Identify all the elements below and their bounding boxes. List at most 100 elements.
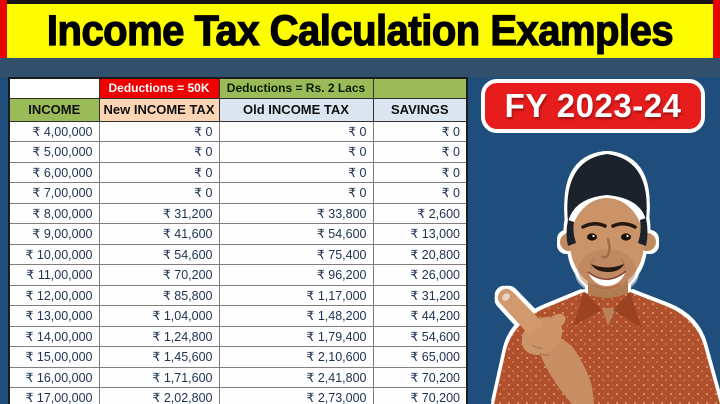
top-border — [0, 0, 720, 4]
cell-savings: ₹ 26,000 — [372, 264, 468, 286]
cell-savings: ₹ 0 — [372, 182, 468, 204]
cell-income: ₹ 13,00,000 — [8, 305, 100, 327]
page-title: Income Tax Calculation Examples — [46, 7, 674, 55]
cell-income: ₹ 12,00,000 — [8, 284, 100, 306]
col-header-old-income-tax: Old INCOME TAX — [218, 97, 374, 122]
group-header-old-deductions: Deductions = Rs. 2 Lacs — [218, 77, 374, 99]
table-row: ₹ 8,00,000 ₹ 31,200 ₹ 33,800 ₹ 2,600 — [8, 202, 468, 224]
cell-new-income-tax: ₹ 0 — [98, 141, 220, 163]
table-row: ₹ 15,00,000 ₹ 1,45,600 ₹ 2,10,600 ₹ 65,000 — [8, 346, 468, 368]
cell-income: ₹ 9,00,000 — [8, 223, 100, 245]
presenter-photo — [494, 154, 720, 404]
cell-new-income-tax: ₹ 70,200 — [98, 264, 220, 286]
cell-new-income-tax: ₹ 54,600 — [98, 243, 220, 265]
person-sideburn — [566, 220, 576, 246]
cell-savings: ₹ 2,600 — [372, 202, 468, 224]
cell-new-income-tax: ₹ 2,02,800 — [98, 387, 220, 404]
person-smile — [588, 271, 626, 286]
cell-old-income-tax: ₹ 2,41,800 — [218, 366, 374, 388]
table-row: ₹ 5,00,000 ₹ 0 ₹ 0 ₹ 0 — [8, 141, 468, 163]
cell-new-income-tax: ₹ 0 — [98, 120, 220, 142]
table-row: ₹ 13,00,000 ₹ 1,04,000 ₹ 1,48,200 ₹ 44,200 — [8, 305, 468, 327]
cell-savings: ₹ 31,200 — [372, 284, 468, 306]
cell-savings: ₹ 65,000 — [372, 346, 468, 368]
cell-new-income-tax: ₹ 1,24,800 — [98, 325, 220, 347]
cell-income: ₹ 15,00,000 — [8, 346, 100, 368]
person-eyebrow — [581, 222, 607, 229]
deductions-header-row: Deductions = 50K Deductions = Rs. 2 Lacs — [8, 77, 468, 99]
cell-old-income-tax: ₹ 54,600 — [218, 223, 374, 245]
cell-old-income-tax: ₹ 33,800 — [218, 202, 374, 224]
cell-old-income-tax: ₹ 1,79,400 — [218, 325, 374, 347]
person-collar — [573, 292, 602, 326]
cell-savings: ₹ 0 — [372, 141, 468, 163]
cell-new-income-tax: ₹ 1,71,600 — [98, 366, 220, 388]
col-header-new-income-tax: New INCOME TAX — [98, 97, 220, 122]
title-divider-strip — [0, 58, 720, 77]
person-eye — [587, 233, 597, 241]
person-nose — [600, 237, 611, 259]
title-band: Income Tax Calculation Examples — [7, 4, 713, 59]
person-index-finger — [497, 288, 544, 336]
cell-savings: ₹ 70,200 — [372, 366, 468, 388]
table-body: ₹ 4,00,000 ₹ 0 ₹ 0 ₹ 0 ₹ 5,00,000 ₹ 0 ₹ 0 ₹ 0 ₹ … — [8, 120, 468, 404]
person-fingernail — [502, 293, 510, 301]
group-header-savings-blank — [372, 77, 468, 99]
cell-new-income-tax: ₹ 85,800 — [98, 284, 220, 306]
table-row: ₹ 12,00,000 ₹ 85,800 ₹ 1,17,000 ₹ 31,200 — [8, 284, 468, 306]
cell-income: ₹ 10,00,000 — [8, 243, 100, 265]
group-header-new-deductions: Deductions = 50K — [98, 77, 220, 99]
cell-old-income-tax: ₹ 75,400 — [218, 243, 374, 265]
group-header-blank — [8, 77, 100, 99]
table-row: ₹ 4,00,000 ₹ 0 ₹ 0 ₹ 0 — [8, 120, 468, 142]
fy-badge: FY 2023-24 — [481, 79, 705, 133]
cell-old-income-tax: ₹ 96,200 — [218, 264, 374, 286]
col-header-income: INCOME — [8, 97, 100, 122]
table-row: ₹ 9,00,000 ₹ 41,600 ₹ 54,600 ₹ 13,000 — [8, 223, 468, 245]
person-sideburn — [638, 218, 648, 246]
cell-old-income-tax: ₹ 2,10,600 — [218, 346, 374, 368]
cell-new-income-tax: ₹ 31,200 — [98, 202, 220, 224]
cell-savings: ₹ 70,200 — [372, 387, 468, 404]
cell-old-income-tax: ₹ 0 — [218, 161, 374, 183]
cell-new-income-tax: ₹ 0 — [98, 161, 220, 183]
table-row: ₹ 14,00,000 ₹ 1,24,800 ₹ 1,79,400 ₹ 54,600 — [8, 325, 468, 347]
cell-savings: ₹ 20,800 — [372, 243, 468, 265]
cell-income: ₹ 6,00,000 — [8, 161, 100, 183]
cell-new-income-tax: ₹ 1,04,000 — [98, 305, 220, 327]
table-row: ₹ 11,00,000 ₹ 70,200 ₹ 96,200 ₹ 26,000 — [8, 264, 468, 286]
table-row: ₹ 6,00,000 ₹ 0 ₹ 0 ₹ 0 — [8, 161, 468, 183]
table-row: ₹ 7,00,000 ₹ 0 ₹ 0 ₹ 0 — [8, 182, 468, 204]
cell-old-income-tax: ₹ 2,73,000 — [218, 387, 374, 404]
cell-old-income-tax: ₹ 0 — [218, 141, 374, 163]
cell-new-income-tax: ₹ 0 — [98, 182, 220, 204]
right-accent-bar — [713, 0, 720, 58]
cell-old-income-tax: ₹ 0 — [218, 182, 374, 204]
cell-old-income-tax: ₹ 1,48,200 — [218, 305, 374, 327]
person-hair — [567, 154, 647, 222]
cell-income: ₹ 17,00,000 — [8, 387, 100, 404]
person-chest — [602, 308, 616, 326]
cell-savings: ₹ 0 — [372, 120, 468, 142]
cell-old-income-tax: ₹ 0 — [218, 120, 374, 142]
person-thumb — [548, 313, 566, 329]
cell-new-income-tax: ₹ 41,600 — [98, 223, 220, 245]
cell-income: ₹ 14,00,000 — [8, 325, 100, 347]
person-eyebrow — [611, 222, 637, 229]
person-collar — [613, 292, 642, 328]
person-eye — [621, 233, 631, 241]
table-row: ₹ 10,00,000 ₹ 54,600 ₹ 75,400 ₹ 20,800 — [8, 243, 468, 265]
cell-savings: ₹ 0 — [372, 161, 468, 183]
cell-income: ₹ 11,00,000 — [8, 264, 100, 286]
table-row: ₹ 16,00,000 ₹ 1,71,600 ₹ 2,41,800 ₹ 70,200 — [8, 366, 468, 388]
cell-savings: ₹ 44,200 — [372, 305, 468, 327]
cell-savings: ₹ 13,000 — [372, 223, 468, 245]
cell-income: ₹ 4,00,000 — [8, 120, 100, 142]
cell-income: ₹ 7,00,000 — [8, 182, 100, 204]
cell-income: ₹ 5,00,000 — [8, 141, 100, 163]
cell-income: ₹ 16,00,000 — [8, 366, 100, 388]
table-row: ₹ 17,00,000 ₹ 2,02,800 ₹ 2,73,000 ₹ 70,200 — [8, 387, 468, 404]
column-header-row: INCOME New INCOME TAX Old INCOME TAX SAV… — [8, 97, 468, 122]
tax-table: Deductions = 50K Deductions = Rs. 2 Lacs… — [8, 77, 468, 404]
